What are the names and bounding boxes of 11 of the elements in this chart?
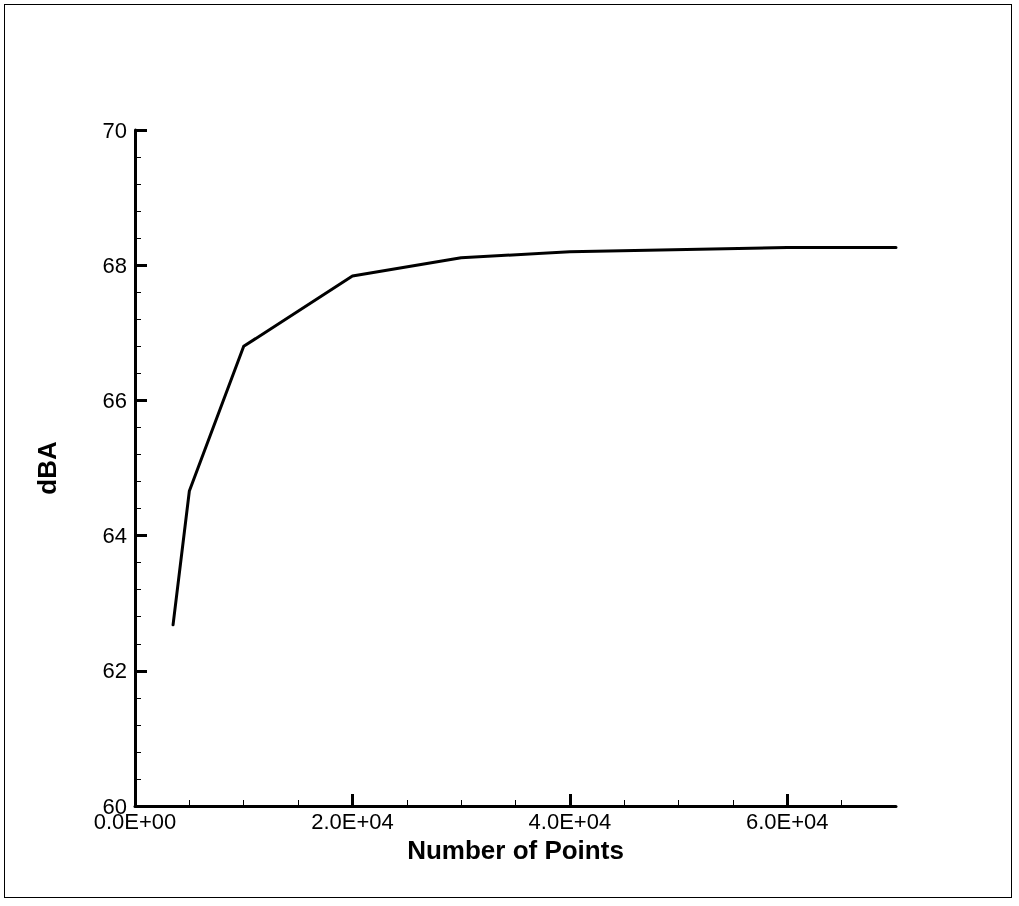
line-series (171, 246, 898, 627)
y-tick-label: 68 (102, 252, 127, 278)
x-tick-label: 4.0E+04 (528, 808, 612, 834)
x-tick-label: 6.0E+04 (746, 808, 829, 834)
x-axis-title: Number of Points (407, 834, 624, 865)
x-tick-label: 2.0E+04 (311, 808, 394, 834)
y-tick-label: 62 (102, 658, 127, 684)
y-tick-label: 66 (102, 387, 127, 413)
y-axis-title: dBA (32, 441, 62, 495)
y-tick-label: 70 (102, 117, 127, 143)
y-tick-label: 64 (102, 523, 127, 549)
